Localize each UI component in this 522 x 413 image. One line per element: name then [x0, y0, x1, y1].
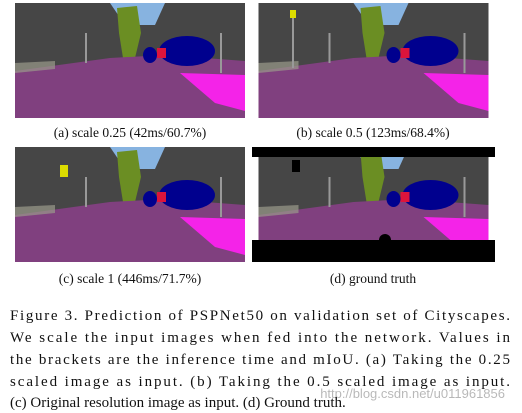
subcaption: (c) scale 1 (446ms/71.7%) — [59, 271, 201, 286]
caption-line: We scale the input images when fed into … — [10, 330, 510, 346]
image-a — [15, 3, 245, 118]
watermark: http://blog.csdn.net/u011961856 — [320, 386, 505, 401]
image-b — [258, 3, 489, 118]
caption-line: Figure 3. Prediction of PSPNet50 on vali… — [10, 308, 510, 324]
image-d — [252, 147, 495, 262]
subcaption: (a) scale 0.25 (42ms/60.7%) — [54, 125, 207, 140]
caption-line: the brackets are the inference time and … — [10, 352, 510, 368]
subcaption: (d) ground truth — [330, 271, 416, 286]
caption-line: (c) Original resolution image as input. … — [10, 395, 346, 411]
image-c — [15, 147, 245, 262]
subcaption: (b) scale 0.5 (123ms/68.4%) — [296, 125, 449, 140]
